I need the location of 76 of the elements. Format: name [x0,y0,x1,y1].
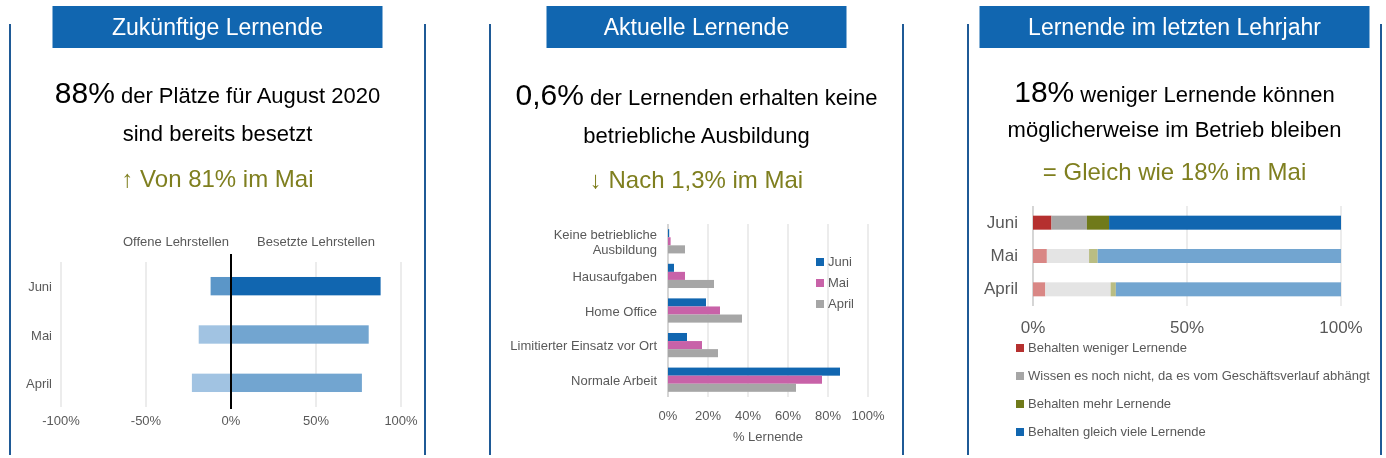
y-tick-label: April [25,375,53,391]
bar [668,375,822,384]
legend-label: April [828,296,855,311]
legend-label: Behalten gleich viele Lernende [1028,424,1206,439]
y-tick-label: Limitierter Einsatz vor Ort [510,338,658,354]
chart-subtitle: 0,6% der Lernenden erhalten keine betriebliche Ausbildung [515,78,878,148]
text: Offene Lehrstellen [123,234,229,249]
bar [668,332,687,342]
bar [668,341,702,350]
bar [668,367,840,376]
y-tick-label: Hausaufgaben [572,268,657,284]
x-tick-label: 20% [694,408,722,423]
x-tick-label: 100% [1319,318,1363,337]
y-tick-label: Mai [990,246,1018,265]
x-tick-label: 50% [1169,318,1205,337]
y-tick-label: Keine betriebliche Ausbildung [553,227,657,258]
x-tick-label: -100% [42,413,81,428]
y-tick-label: Mai [31,327,53,343]
bar [668,306,720,315]
legend-label: Wissen es noch nicht, da es vom Geschäftsverlauf abhängt [1028,368,1371,383]
chart-title: Lernende im letzten Lehrjahr [1028,14,1322,40]
bar [1046,249,1090,263]
bar [668,271,685,280]
bar [1086,215,1110,230]
bar [668,298,706,307]
text: = Gleich wie 18% im Mai [1042,158,1307,185]
bar [1115,282,1341,297]
x-tick-label: 0% [221,413,241,428]
bar [1089,249,1098,263]
x-tick-label: 40% [734,408,762,423]
bar [1033,249,1047,263]
bar [1110,282,1116,297]
x-tick-label: 0% [1020,318,1046,337]
bar [668,349,718,358]
y-tick-label: Normale Arbeit [571,372,658,388]
x-axis-title: % Lernende [732,429,804,444]
x-tick-label: 80% [814,408,842,423]
x-tick-label: 100% [851,408,886,423]
legend-label: Behalten mehr Lernende [1028,396,1172,411]
x-tick-label: 50% [302,413,330,428]
text: ↓ Nach 1,3% im Mai [589,166,804,193]
bar [210,276,231,296]
bar [1033,282,1046,297]
bar [1051,215,1087,230]
bar [1045,282,1111,297]
y-tick-label: Juni [28,279,53,295]
chart-subtitle: 88% der Plätze für August 2020 sind bereits besetzt [54,76,381,146]
bar [198,325,231,344]
legend-label: Behalten weniger Lernende [1028,340,1188,355]
legend-label: Juni [828,254,852,269]
bar [668,279,714,289]
legend-label: Mai [828,275,850,290]
bar [668,245,685,254]
y-tick-label: Home Office [584,303,657,319]
x-tick-label: 60% [774,408,802,423]
bar [1033,215,1052,230]
x-tick-label: 100% [384,413,419,428]
chart-title: Aktuelle Lernende [603,14,790,40]
chart-title: Zukünftige Lernende [112,14,323,40]
x-tick-label: 0% [658,408,678,423]
bar [668,314,742,323]
text: Besetzte Lehrstellen [257,234,375,249]
bar [668,237,671,246]
bar [1097,249,1341,263]
text: ↑ Von 81% im Mai [121,165,314,192]
y-tick-label: Juni [986,212,1018,232]
chart-subtitle: 18% weniger Lernende können möglicherweise im Betrieb bleiben [1007,75,1342,142]
bar [231,276,381,296]
bar [668,383,796,392]
bar [1109,215,1341,230]
y-tick-label: April [983,279,1018,299]
bar [231,373,362,393]
bar [668,263,674,272]
bar [191,373,231,393]
x-tick-label: -50% [130,413,162,428]
bar [231,325,369,344]
